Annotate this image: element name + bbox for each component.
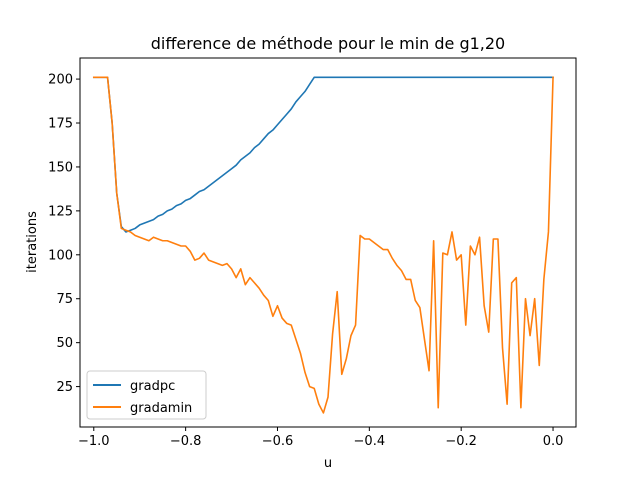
chart-title: difference de méthode pour le min de g1,… [151, 34, 505, 53]
y-tick-label: 25 [56, 380, 73, 395]
y-tick-label: 75 [56, 292, 73, 307]
y-tick-label: 175 [48, 117, 73, 132]
y-tick-label: 100 [48, 248, 73, 263]
x-tick-label: −0.4 [354, 434, 386, 449]
series-layer [92, 76, 554, 414]
y-axis: 25 50 75 100 125 150 175 200 [48, 73, 80, 395]
x-tick-label: −0.6 [262, 434, 294, 449]
y-axis-label: iterations [25, 211, 40, 273]
y-tick-label: 50 [56, 336, 73, 351]
y-tick-label: 150 [48, 160, 73, 175]
y-tick-label: 200 [48, 73, 73, 88]
x-tick-label: −0.8 [170, 434, 202, 449]
plot-area [79, 57, 577, 428]
series-line-gradamin [92, 76, 554, 414]
x-tick-label: −0.2 [445, 434, 477, 449]
legend: gradpc gradamin [86, 370, 207, 420]
series-line-gradpc [92, 76, 554, 233]
plot-frame [79, 57, 577, 428]
x-tick-label: −1.0 [78, 434, 110, 449]
x-axis: −1.0 −0.8 −0.6 −0.4 −0.2 0.0 [78, 427, 563, 449]
legend-label-gradamin: gradamin [130, 401, 192, 416]
y-tick-label: 125 [48, 204, 73, 219]
x-tick-label: 0.0 [543, 434, 564, 449]
legend-label-gradpc: gradpc [130, 379, 175, 394]
x-axis-label: u [324, 456, 332, 471]
